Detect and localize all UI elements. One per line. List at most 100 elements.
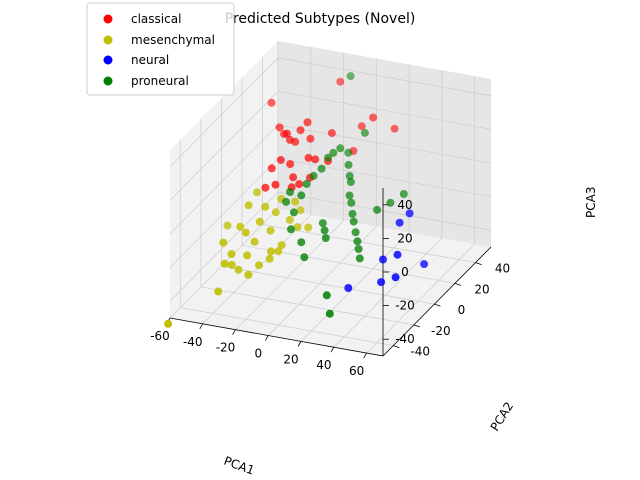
data-point-mesenchymal [293,223,302,232]
data-point-proneural [309,171,318,180]
grid-line-z-back [277,158,492,197]
data-point-proneural [345,191,354,200]
x-tick-label: 60 [349,364,364,378]
data-point-mesenchymal [227,250,236,259]
data-point-proneural [320,226,329,235]
data-point-mesenchymal [164,319,173,328]
grid-line-z-back [277,191,492,231]
data-point-classical [289,173,298,182]
data-point-classical [357,122,366,131]
grid-line-z-left [169,57,279,168]
data-point-proneural [349,217,358,226]
data-point-mesenchymal [220,259,229,268]
data-point-mesenchymal [236,222,245,231]
data-point-classical [390,124,399,133]
data-point-proneural [297,238,306,247]
data-point-proneural [354,245,363,253]
z-tick-label: -20 [395,299,415,313]
data-point-proneural [317,164,326,173]
legend-marker-proneural [103,76,113,86]
data-point-proneural [282,197,291,206]
data-point-classical [303,118,312,127]
grid-line-z-back [277,57,492,97]
grid-line-y-floor [180,307,394,347]
z-axis-label: PCA3 [584,187,598,218]
data-points [164,72,429,328]
data-point-neural [379,255,387,264]
data-point-mesenchymal [253,188,261,197]
data-point-proneural [325,309,334,318]
grid-line-z-back [277,91,492,130]
data-point-proneural [348,209,357,218]
data-point-classical [271,180,280,189]
y-tick-mark [393,345,400,348]
x-tick-mark [330,347,335,353]
legend-marker-classical [103,14,113,24]
data-point-proneural [345,172,354,180]
data-point-mesenchymal [244,270,253,279]
y-tick-label: 40 [495,262,510,276]
x-tick-mark [264,335,269,341]
grid-line-y-floor [200,286,414,326]
data-point-proneural [336,144,345,153]
data-point-proneural [373,205,382,214]
data-point-mesenchymal [271,208,280,217]
data-point-classical [291,137,300,146]
data-point-classical [311,155,320,164]
data-point-mesenchymal [255,261,263,270]
x-tick-label: -60 [150,329,170,343]
chart-title: Predicted Subtypes (Novel) [225,11,416,27]
data-point-mesenchymal [223,221,232,230]
grid-line-x-floor [202,214,312,325]
y-axis-line [382,246,492,357]
x-tick-label: 0 [254,347,262,361]
data-point-classical [286,160,295,169]
floor-pane [170,209,491,356]
data-point-classical [304,153,313,162]
data-point-mesenchymal [214,287,223,296]
data-point-proneural [329,148,338,157]
data-point-proneural [386,198,395,207]
z-tick-label: 20 [397,231,412,245]
data-point-mesenchymal [296,206,305,215]
z-tick-label: 40 [397,198,412,212]
data-point-mesenchymal [265,254,274,263]
data-point-classical [296,126,305,135]
axis-panes [170,41,491,356]
data-point-classical [306,134,315,143]
y-tick-label: 20 [474,282,489,296]
x-tick-label: -20 [216,341,236,355]
data-point-proneural [355,254,364,263]
legend-marker-mesenchymal [103,35,113,45]
data-point-proneural [344,148,353,157]
data-point-classical [327,129,336,138]
data-point-neural [420,260,429,269]
x-axis-line [169,317,384,357]
data-point-proneural [399,190,408,198]
data-point-mesenchymal [219,238,228,247]
x-tick-label: 20 [283,352,298,366]
data-point-proneural [324,153,332,162]
data-point-mesenchymal [244,201,253,210]
data-point-neural [377,278,386,287]
x-tick-label: 40 [316,358,331,372]
data-point-proneural [346,72,355,81]
data-point-proneural [289,208,298,217]
data-point-neural [344,284,353,292]
data-point-mesenchymal [234,265,243,274]
z-tick-label: -40 [395,332,415,346]
data-point-proneural [353,237,362,246]
grid-line-z-left [169,91,279,201]
data-point-proneural [297,191,306,200]
x-axis-label: PCA1 [222,454,256,478]
data-point-mesenchymal [255,217,264,226]
y-tick-label: -40 [410,345,430,359]
x-tick-mark [297,341,302,347]
data-point-classical [336,77,345,86]
grid-line-z-left [169,191,279,302]
legend-marker-neural [103,55,113,65]
grid-line-z-left [169,124,279,235]
data-point-mesenchymal [274,247,283,256]
